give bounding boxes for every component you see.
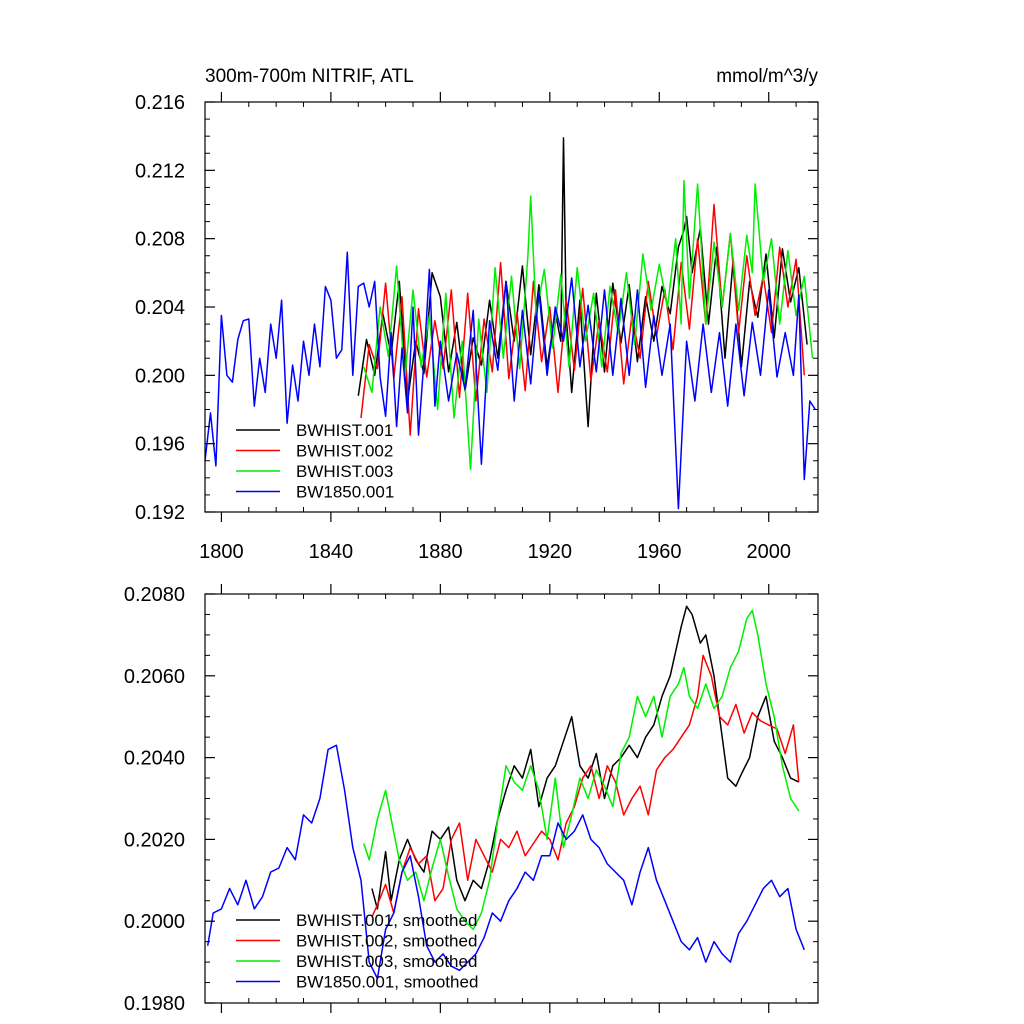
top-series-line-4 xyxy=(205,251,816,510)
bottom-ytick-label: 0.1980 xyxy=(124,993,185,1015)
top-ytick-label: 0.208 xyxy=(135,229,185,251)
bottom-series-line-2 xyxy=(371,654,800,918)
top-ytick-label: 0.216 xyxy=(135,92,185,114)
bottom-legend-label-2: BWHIST.002, smoothed xyxy=(296,932,477,951)
top-chart-units: mmol/m^3/y xyxy=(716,66,818,87)
bottom-legend: BWHIST.001, smoothed BWHIST.002, smoothed… xyxy=(236,911,478,992)
bottom-ytick-label: 0.2000 xyxy=(124,911,185,933)
bottom-legend-label-4: BW1850.001, smoothed xyxy=(296,973,478,992)
top-ytick-label: 0.196 xyxy=(135,434,185,456)
bottom-chart-panel: 0.1980 0.2000 0.2020 0.2040 0.2060 0.2080 BWHI… xyxy=(124,584,819,1015)
top-chart-panel: 300m-700m NITRIF, ATL mmol/m^3/y 0.192 0.… xyxy=(135,66,819,563)
top-chart-title: 300m-700m NITRIF, ATL xyxy=(205,66,414,87)
top-ytick-label: 0.204 xyxy=(135,297,185,319)
top-series-group xyxy=(205,137,816,510)
top-xtick-label: 1880 xyxy=(418,541,463,563)
bottom-legend-label-3: BWHIST.003, smoothed xyxy=(296,952,477,971)
top-xtick-label: 1960 xyxy=(637,541,682,563)
top-ytick-label: 0.212 xyxy=(135,160,185,182)
bottom-legend-label-1: BWHIST.001, smoothed xyxy=(296,911,477,930)
top-xtick-label: 1840 xyxy=(309,541,354,563)
bottom-series-line-1 xyxy=(371,605,800,910)
top-legend-label-2: BWHIST.002 xyxy=(296,442,393,461)
top-ytick-label: 0.200 xyxy=(135,365,185,387)
top-series-line-3 xyxy=(362,179,814,471)
top-xtick-label: 2000 xyxy=(746,541,791,563)
bottom-series-line-3 xyxy=(362,609,800,931)
top-xtick-label: 1920 xyxy=(528,541,573,563)
top-ytick-label: 0.192 xyxy=(135,502,185,524)
top-legend-label-1: BWHIST.001 xyxy=(296,421,393,440)
bottom-series-line-4 xyxy=(206,744,805,980)
top-legend-label-4: BW1850.001 xyxy=(296,483,394,502)
bottom-ytick-label: 0.2040 xyxy=(124,748,185,770)
top-xtick-label: 1800 xyxy=(199,541,244,563)
bottom-ytick-label: 0.2020 xyxy=(124,829,185,851)
bottom-series-group xyxy=(206,605,805,980)
bottom-ytick-label: 0.2060 xyxy=(124,666,185,688)
top-legend-label-3: BWHIST.003 xyxy=(296,462,393,481)
bottom-ytick-label: 0.2080 xyxy=(124,584,185,606)
top-series-line-1 xyxy=(357,137,808,428)
